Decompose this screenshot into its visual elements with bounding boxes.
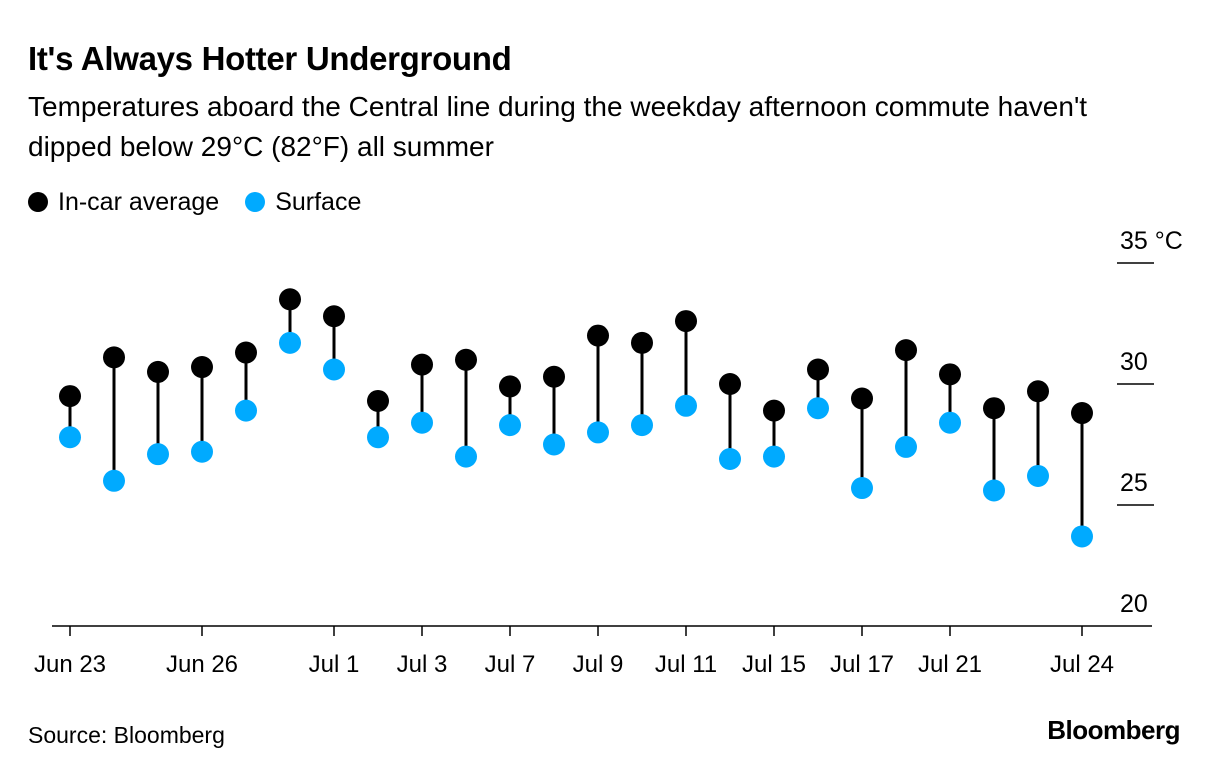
- in-car-point-12: [587, 324, 609, 347]
- in-car-point-5: [279, 288, 301, 311]
- surface-point-2: [147, 443, 169, 466]
- surface-point-22: [1027, 464, 1049, 487]
- chart-title: It's Always Hotter Underground: [28, 40, 512, 77]
- surface-point-21: [983, 479, 1005, 502]
- in-car-point-11: [543, 365, 565, 388]
- in-car-point-2: [147, 360, 169, 383]
- in-car-point-19: [895, 339, 917, 362]
- x-tick-label-2: Jul 1: [309, 651, 360, 678]
- legend-item-surface: Surface: [245, 188, 361, 217]
- in-car-point-18: [851, 387, 873, 410]
- surface-point-4: [235, 399, 257, 422]
- in-car-point-20: [939, 363, 961, 386]
- in-car-point-15: [719, 373, 741, 395]
- legend-swatch-surface: [245, 192, 266, 212]
- surface-point-6: [323, 358, 345, 381]
- y-tick-label-20: 20: [1120, 590, 1148, 618]
- surface-point-17: [807, 397, 829, 420]
- surface-point-15: [719, 448, 741, 471]
- bloomberg-logo: Bloomberg: [1047, 715, 1180, 745]
- legend-swatch-in-car: [28, 192, 48, 212]
- in-car-point-7: [367, 389, 389, 412]
- in-car-point-17: [807, 358, 829, 381]
- surface-point-12: [587, 421, 609, 444]
- surface-point-7: [367, 426, 389, 449]
- y-tick-label-25: 25: [1120, 469, 1148, 497]
- y-tick-label-35: 35 °C: [1120, 227, 1183, 255]
- in-car-point-0: [59, 385, 81, 408]
- legend-item-in-car: In-car average: [28, 188, 219, 217]
- in-car-point-6: [323, 305, 345, 328]
- legend: In-car average Surface: [28, 186, 387, 218]
- in-car-point-23: [1071, 402, 1093, 425]
- surface-point-5: [279, 331, 301, 354]
- x-tick-label-6: Jul 11: [655, 651, 717, 678]
- surface-point-3: [191, 440, 213, 463]
- surface-point-20: [939, 411, 961, 434]
- surface-point-9: [455, 445, 477, 468]
- surface-point-13: [631, 414, 653, 437]
- in-car-point-3: [191, 356, 213, 379]
- surface-point-14: [675, 394, 697, 417]
- surface-point-0: [59, 426, 81, 449]
- chart-subtitle: Temperatures aboard the Central line dur…: [28, 91, 1088, 162]
- in-car-point-21: [983, 397, 1005, 420]
- x-tick-label-7: Jul 15: [742, 651, 806, 678]
- x-tick-label-3: Jul 3: [397, 651, 448, 678]
- in-car-point-14: [675, 310, 697, 333]
- in-car-point-8: [411, 353, 433, 376]
- surface-point-11: [543, 433, 565, 456]
- x-tick-label-4: Jul 7: [485, 651, 536, 678]
- surface-point-19: [895, 435, 917, 458]
- surface-point-18: [851, 477, 873, 500]
- surface-point-16: [763, 445, 785, 468]
- x-tick-label-8: Jul 17: [830, 651, 894, 678]
- x-tick-label-5: Jul 9: [573, 651, 624, 678]
- legend-label-surface: Surface: [275, 187, 362, 216]
- surface-point-23: [1071, 525, 1093, 548]
- in-car-point-4: [235, 341, 257, 364]
- x-tick-label-1: Jun 26: [166, 651, 238, 678]
- x-tick-label-10: Jul 24: [1050, 651, 1114, 678]
- in-car-point-16: [763, 399, 785, 422]
- surface-point-10: [499, 414, 521, 437]
- x-tick-label-0: Jun 23: [34, 651, 106, 678]
- y-tick-label-30: 30: [1120, 348, 1148, 376]
- surface-point-1: [103, 469, 125, 492]
- x-tick-label-9: Jul 21: [918, 651, 982, 678]
- in-car-point-22: [1027, 380, 1049, 403]
- in-car-point-13: [631, 331, 653, 354]
- surface-point-8: [411, 411, 433, 434]
- source-note: Source: Bloomberg: [28, 722, 225, 748]
- in-car-point-1: [103, 346, 125, 369]
- legend-label-in-car: In-car average: [58, 187, 220, 216]
- in-car-point-9: [455, 348, 477, 371]
- in-car-point-10: [499, 375, 521, 398]
